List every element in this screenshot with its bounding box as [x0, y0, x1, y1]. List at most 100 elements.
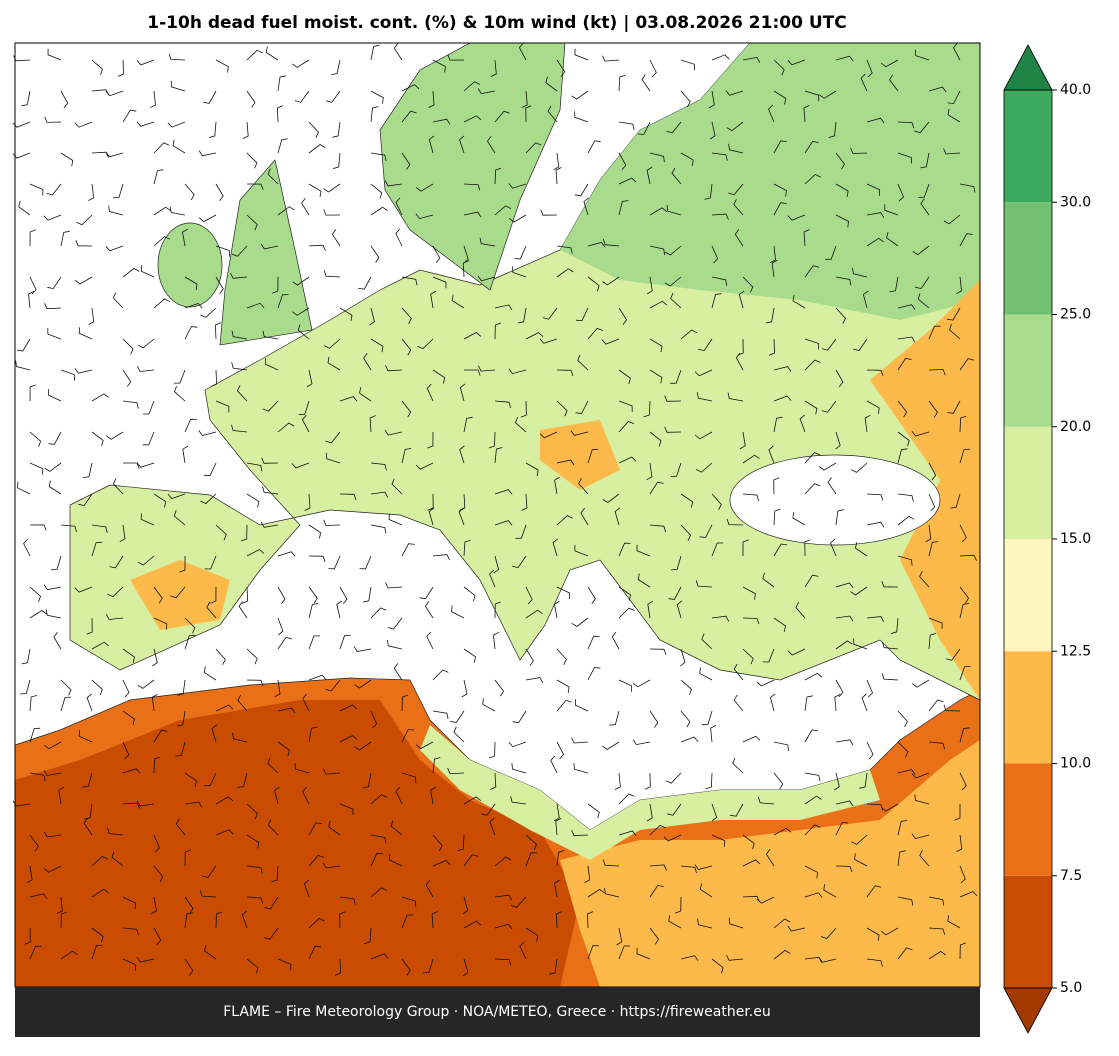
wind-barb [277, 586, 286, 605]
wind-barb [680, 59, 695, 71]
wind-barb [172, 139, 186, 154]
wind-barb [828, 121, 837, 138]
wind-barb [959, 183, 976, 193]
wind-barb [727, 392, 744, 402]
wind-barb [586, 911, 594, 929]
wind-barb [175, 741, 186, 757]
wind-barb [215, 276, 224, 294]
wind-barb [742, 735, 761, 743]
wind-barb [510, 896, 527, 908]
wind-barb [426, 383, 434, 402]
wind-barb [773, 366, 792, 372]
wind-barb [339, 803, 354, 816]
wind-barb [705, 772, 713, 790]
wind-barb [328, 820, 341, 836]
wind-barb [680, 955, 699, 961]
wind-barb [897, 152, 912, 164]
wind-barb [267, 819, 279, 836]
wind-barb [694, 369, 713, 377]
wind-barb [897, 357, 912, 371]
wind-barb [462, 958, 469, 977]
wind-barb [153, 729, 168, 743]
wind-barb [742, 895, 760, 902]
wind-barb [614, 507, 621, 526]
wind-barb [363, 353, 372, 371]
wind-barb [304, 493, 311, 511]
wind-barb [198, 430, 217, 436]
wind-barb [881, 673, 899, 681]
wind-barb [804, 400, 818, 415]
wind-barb [959, 666, 971, 681]
wind-barb [556, 268, 574, 278]
wind-barb [182, 228, 188, 247]
wind-barb [274, 679, 281, 698]
wind-barb [370, 852, 383, 867]
wind-barb [818, 462, 837, 471]
wind-barb [91, 393, 109, 402]
wind-barb [198, 150, 217, 157]
wind-barb [427, 431, 434, 449]
wind-barb [490, 59, 497, 77]
wind-barb [461, 679, 468, 698]
wind-barb [370, 462, 387, 471]
wind-barb [514, 245, 527, 260]
wind-barb [105, 151, 124, 158]
wind-barb [866, 117, 885, 124]
wind-barb [517, 307, 527, 324]
wind-barb [231, 424, 248, 433]
wind-barb [632, 739, 651, 746]
wind-barb [336, 600, 342, 619]
wind-barb [959, 586, 969, 604]
wind-barb [232, 732, 248, 743]
wind-barb [494, 601, 501, 619]
wind-barb [29, 727, 41, 743]
wind-barb [823, 884, 837, 898]
wind-barb [947, 108, 961, 123]
wind-barb [728, 917, 744, 929]
wind-barb [119, 524, 126, 543]
wind-barb [574, 699, 589, 712]
wind-barb [915, 49, 930, 61]
wind-barb [742, 276, 754, 293]
wind-barb [587, 276, 600, 292]
wind-barb [74, 276, 93, 285]
wind-barb [943, 214, 961, 225]
wind-barb [897, 493, 914, 502]
wind-barb [200, 307, 217, 318]
wind-barb [401, 772, 417, 784]
wind-barb [395, 786, 403, 805]
wind-barb [370, 44, 380, 61]
wind-barb [897, 947, 913, 960]
wind-barb [711, 245, 719, 264]
wind-barb [666, 205, 682, 216]
wind-barb [308, 917, 325, 929]
wind-barb [787, 925, 806, 932]
wind-barb [122, 338, 134, 355]
wind-barb [918, 183, 930, 198]
wind-barb [632, 679, 651, 688]
wind-barb [618, 945, 631, 960]
wind-barb [680, 152, 694, 166]
wind-barb [618, 369, 631, 385]
wind-barb [889, 276, 899, 293]
wind-barb [890, 617, 899, 634]
wind-barb [401, 276, 418, 286]
wind-barb [75, 240, 93, 247]
wind-barb [680, 679, 692, 696]
wind-barb [136, 462, 155, 468]
wind-barb [519, 941, 527, 960]
wind-barb [21, 90, 31, 107]
wind-barb [246, 493, 260, 508]
wind-barb [277, 636, 292, 650]
wind-barb [699, 883, 713, 898]
wind-barb [246, 549, 265, 557]
wind-barb [771, 259, 778, 278]
wind-barb [136, 366, 155, 372]
wind-barb [850, 586, 868, 596]
wind-barb [184, 326, 198, 340]
wind-barb [950, 493, 961, 509]
wind-barb [711, 803, 718, 822]
wind-barb [297, 324, 310, 340]
wind-barb [664, 395, 682, 402]
wind-barb [773, 183, 787, 197]
